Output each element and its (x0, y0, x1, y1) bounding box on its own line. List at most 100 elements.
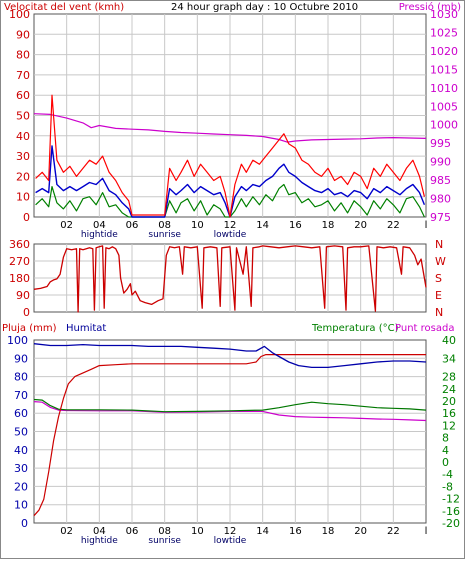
hour-tick-label: 04 (93, 526, 106, 537)
direction-tick-label: 0 (23, 306, 30, 319)
temperature-tick-label: 4 (442, 444, 449, 457)
rain-humidity-tick-label: 50 (14, 426, 28, 439)
hour-tick-label: 22 (387, 220, 400, 231)
pressure-tick-label: 1025 (430, 26, 458, 39)
temperature-tick-label: -20 (442, 517, 460, 530)
temperature-tick-label: 0 (442, 456, 449, 469)
rain-axis-label: Pluja (mm) (2, 323, 57, 334)
hour-tick-label: l (425, 526, 428, 537)
hightide-label: hightide (81, 230, 118, 240)
wind-speed-tick-label: 0 (23, 211, 30, 224)
lowtide-label: lowtide (214, 230, 247, 240)
pressure-tick-label: 1010 (430, 82, 458, 95)
rain-humidity-tick-label: 90 (14, 352, 28, 365)
rain-humidity-tick-label: 40 (14, 444, 28, 457)
wind-speed-tick-label: 80 (16, 49, 30, 62)
rain-line (33, 354, 426, 517)
wind-speed-tick-label: 50 (16, 110, 30, 123)
humidity-line (33, 343, 427, 369)
wind-gust-line (35, 94, 425, 218)
wind-speed-tick-label: 90 (16, 28, 30, 41)
temperature-tick-label: -4 (442, 468, 453, 481)
pressure-tick-label: 1015 (430, 63, 458, 76)
temperature-tick-label: 40 (442, 334, 456, 347)
direction-tick-label: 90 (16, 289, 30, 302)
pressure-tick-label: 1030 (430, 8, 458, 21)
direction-tick-label: 270 (9, 255, 30, 268)
dewpoint-axis-label: Punt rosada (395, 323, 454, 334)
compass-label: N (435, 306, 443, 319)
pressure-tick-label: 995 (430, 137, 451, 150)
temperature-tick-label: -16 (442, 505, 460, 518)
hour-tick-label: 06 (126, 220, 139, 231)
temperature-axis-label: Temperatura (°C) (311, 323, 399, 334)
rain-humidity-tick-label: 60 (14, 407, 28, 420)
temperature-tick-label: 24 (442, 383, 456, 396)
pressure-axis-label: Pressió (mb) (399, 1, 461, 13)
temperature-line (33, 398, 427, 413)
wind-speed-tick-label: 40 (16, 130, 30, 143)
temperature-tick-label: 34 (442, 352, 456, 365)
rain-humidity-tick-label: 80 (14, 371, 28, 384)
direction-tick-label: 360 (9, 238, 30, 251)
pressure-tick-label: 975 (430, 211, 451, 224)
hour-tick-label: 08 (158, 526, 171, 537)
temperature-tick-label: -8 (442, 480, 453, 493)
sunrise-label: sunrise (148, 230, 181, 240)
rain-humidity-tick-label: 10 (14, 499, 28, 512)
hour-tick-label: 14 (256, 526, 269, 537)
lowtide-label: lowtide (214, 536, 247, 546)
hour-tick-label: 10 (191, 526, 204, 537)
dewpoint-line (33, 401, 427, 422)
wind-speed-tick-label: 20 (16, 170, 30, 183)
rain-humidity-tick-label: 30 (14, 462, 28, 475)
hour-tick-label: 14 (256, 220, 269, 231)
wind-speed-tick-label: 10 (16, 191, 30, 204)
sunrise-label: sunrise (148, 536, 181, 546)
hour-tick-label: 22 (387, 526, 400, 537)
pressure-tick-label: 1005 (430, 100, 458, 113)
hour-tick-label: 12 (224, 526, 237, 537)
hour-tick-label: 08 (158, 220, 171, 231)
hour-tick-label: 02 (60, 526, 73, 537)
rain-humidity-temperature-panel: 0102030405060708090100-20-16-12-8-404812… (7, 334, 460, 546)
hour-tick-label: 20 (354, 526, 367, 537)
graph-title: 24 hour graph day : 10 Octubre 2010 (171, 2, 358, 13)
compass-label: E (435, 289, 442, 302)
pressure-tick-label: 985 (430, 174, 451, 187)
pressure-line (33, 113, 427, 143)
hour-tick-label: 16 (289, 220, 302, 231)
temperature-tick-label: -12 (442, 493, 460, 506)
hour-tick-label: 06 (126, 526, 139, 537)
hour-tick-label: 12 (224, 220, 237, 231)
hour-tick-label: 02 (60, 220, 73, 231)
wind-speed-tick-label: 60 (16, 89, 30, 102)
wind-speed-tick-label: 70 (16, 69, 30, 82)
compass-label: S (435, 272, 442, 285)
rain-humidity-tick-label: 0 (21, 517, 28, 530)
hour-tick-label: 20 (354, 220, 367, 231)
compass-label: N (435, 238, 443, 251)
rain-humidity-tick-label: 20 (14, 480, 28, 493)
rain-humidity-tick-label: 100 (7, 334, 28, 347)
wind-low-line (35, 183, 425, 218)
temperature-tick-label: 16 (442, 407, 456, 420)
wind-speed-axis-label: Velocitat del vent (kmh) (4, 2, 124, 13)
hour-tick-label: 04 (93, 220, 106, 231)
hour-tick-label: 16 (289, 526, 302, 537)
pressure-tick-label: 1000 (430, 119, 458, 132)
hour-tick-label: 18 (322, 526, 335, 537)
direction-tick-label: 180 (9, 272, 30, 285)
temperature-tick-label: 20 (442, 395, 456, 408)
wind-direction-line (33, 245, 427, 313)
pressure-tick-label: 980 (430, 193, 451, 206)
hour-tick-label: 18 (322, 220, 335, 231)
compass-label: W (435, 255, 446, 268)
wind-pressure-panel: 0102030405060708090100975980985990995100… (9, 8, 458, 240)
wind-speed-tick-label: 100 (9, 8, 30, 21)
pressure-tick-label: 1020 (430, 45, 458, 58)
hour-tick-label: 10 (191, 220, 204, 231)
